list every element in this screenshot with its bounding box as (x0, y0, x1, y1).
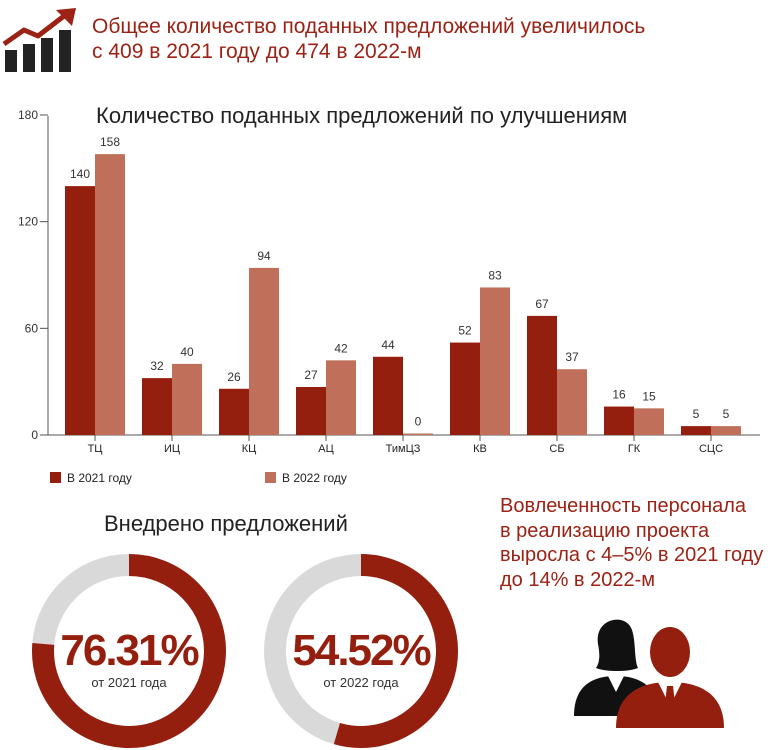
bar (65, 186, 95, 435)
legend-label: В 2022 году (282, 471, 347, 485)
data-label: 44 (381, 338, 395, 352)
data-label: 26 (227, 370, 241, 384)
data-label: 5 (693, 407, 700, 421)
bar (219, 388, 249, 435)
bar (142, 378, 172, 435)
category-label: ИЦ (164, 443, 180, 455)
data-label: 0 (415, 415, 422, 429)
data-label: 27 (304, 368, 318, 382)
data-label: 16 (612, 388, 626, 402)
bar (634, 408, 664, 435)
engagement-line-2: в реализацию проекта (500, 519, 710, 542)
data-label: 5 (723, 407, 730, 421)
legend-label: В 2021 году (67, 471, 132, 485)
donut-caption: от 2021 года (91, 675, 167, 690)
bar (557, 369, 587, 435)
category-label: СБ (549, 443, 564, 455)
category-label: КВ (473, 443, 487, 455)
data-label: 40 (180, 345, 194, 359)
y-tick-label: 180 (18, 108, 38, 122)
engagement-line-4: до 14% в 2022-м (500, 568, 656, 591)
bar (249, 267, 279, 435)
headline-line-2: с 409 в 2021 году до 474 в 2022-м (92, 40, 422, 63)
y-tick-label: 60 (25, 321, 39, 335)
proposals-bar-chart: Количество поданных предложений по улучш… (18, 103, 760, 485)
chart-title: Количество поданных предложений по улучш… (96, 103, 627, 128)
bar (403, 433, 433, 435)
implemented-title: Внедрено предложений (104, 511, 348, 536)
bar (681, 426, 711, 435)
y-tick-label: 120 (18, 215, 38, 229)
engagement-line-1: Вовлеченность персонала (500, 495, 747, 517)
category-label: КЦ (242, 443, 257, 455)
legend-swatch (265, 472, 276, 483)
y-tick-label: 0 (31, 428, 38, 442)
people-icon (574, 619, 724, 728)
data-label: 158 (100, 135, 120, 149)
data-label: 140 (70, 167, 90, 181)
data-label: 52 (458, 324, 472, 338)
headline: Общее количество поданных предложений ув… (92, 14, 692, 64)
data-label: 42 (334, 341, 348, 355)
donut-percent: 76.31% (60, 626, 198, 675)
donut-arc (32, 554, 226, 748)
donut-percent: 54.52% (292, 626, 430, 675)
category-label: ТимЦЗ (386, 443, 421, 455)
bar (373, 356, 403, 435)
bar (527, 315, 557, 435)
data-label: 37 (565, 350, 579, 364)
bar (95, 154, 125, 435)
bar (604, 406, 634, 435)
data-label: 83 (488, 268, 502, 282)
category-label: ТЦ (88, 443, 103, 455)
engagement-line-3: выросла с 4–5% в 2021 году (500, 544, 764, 566)
donut-caption: от 2022 года (323, 675, 399, 690)
engagement-text: Вовлеченность персонала в реализацию про… (500, 494, 775, 592)
data-label: 15 (642, 389, 656, 403)
bar (480, 287, 510, 435)
category-label: ГК (628, 443, 641, 455)
bar (296, 387, 326, 435)
bar (711, 426, 741, 435)
bar (450, 342, 480, 435)
data-label: 94 (257, 249, 271, 263)
donut-arc (333, 554, 458, 748)
category-label: АЦ (318, 443, 333, 455)
bar (172, 363, 202, 435)
implemented-donuts: 76.31%от 2021 года 54.52%от 2022 года (32, 554, 458, 748)
category-label: СЦС (699, 443, 723, 455)
headline-line-1: Общее количество поданных предложений ув… (92, 15, 646, 38)
bar (326, 360, 356, 435)
growth-bars-arrow-icon (2, 8, 76, 72)
data-label: 67 (535, 297, 549, 311)
legend-swatch (50, 472, 61, 483)
data-label: 32 (150, 359, 164, 373)
